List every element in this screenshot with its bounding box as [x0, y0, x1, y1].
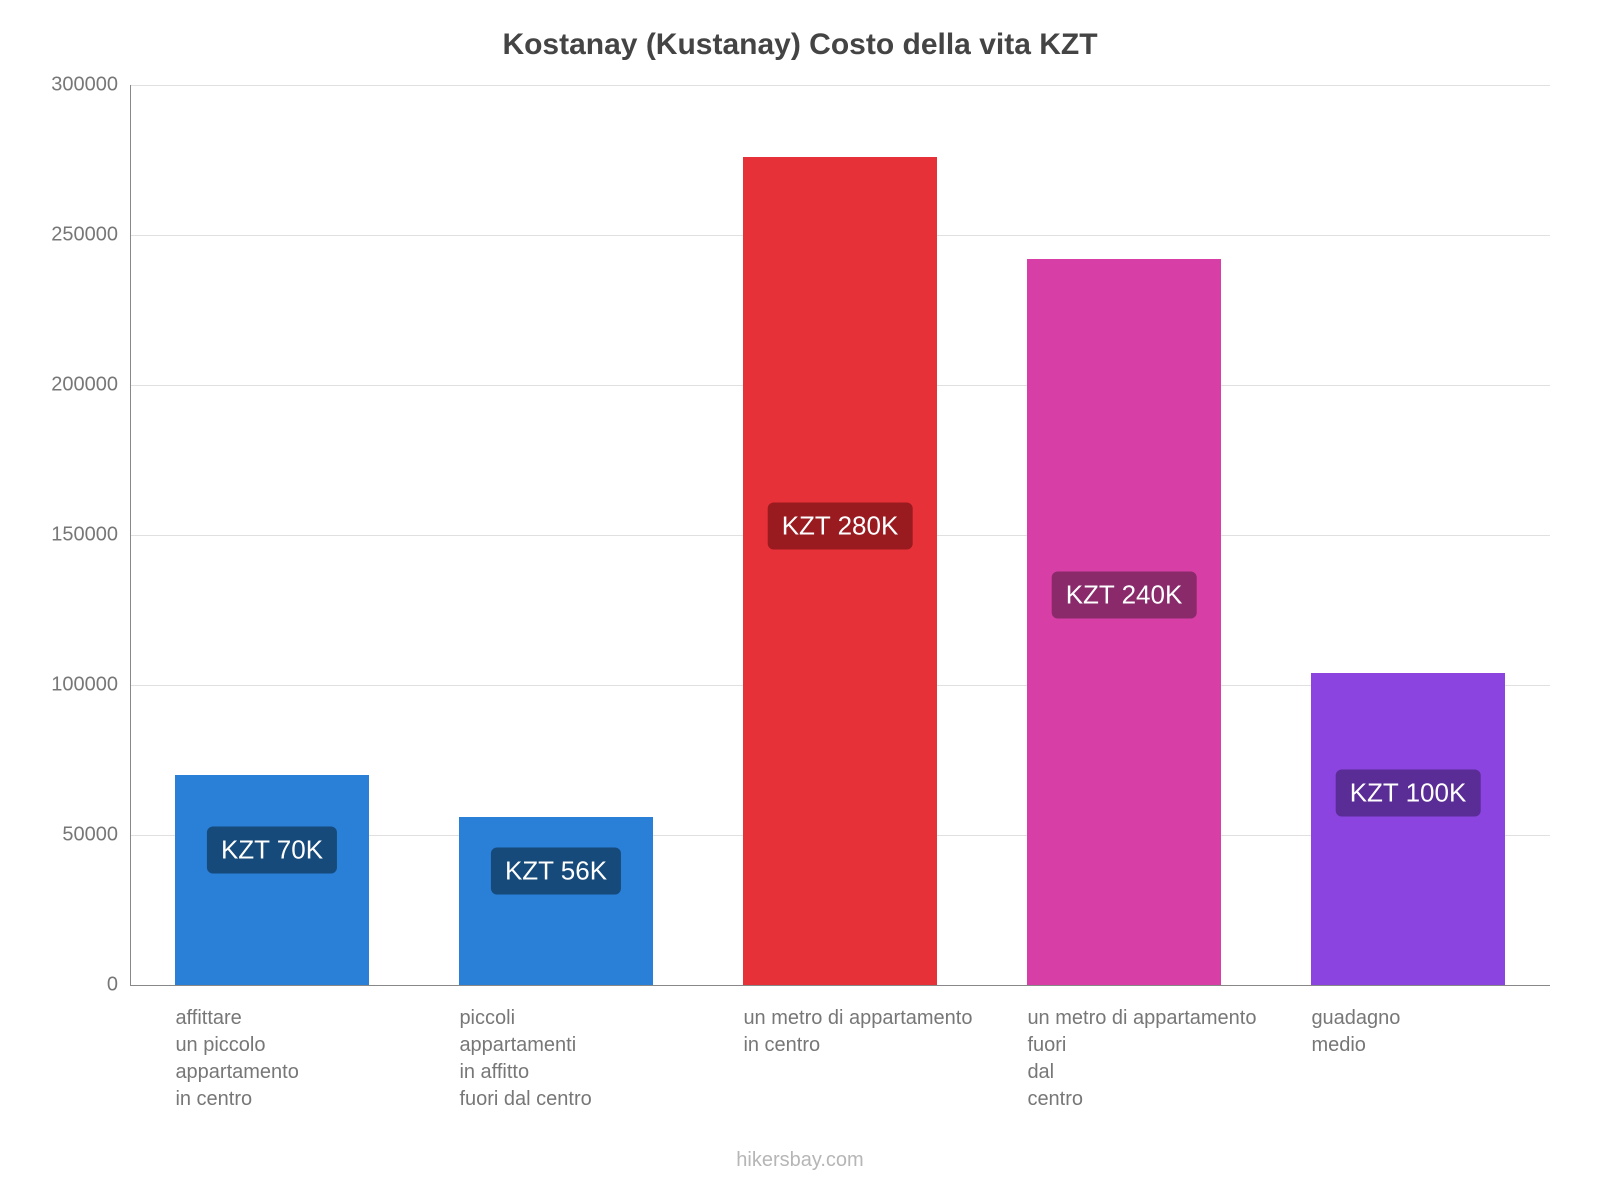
- value-badge-sqm-outside: KZT 240K: [1052, 572, 1197, 619]
- attribution-text: hikersbay.com: [0, 1149, 1600, 1172]
- chart-title: Kostanay (Kustanay) Costo della vita KZT: [0, 28, 1600, 62]
- value-badge-sqm-center: KZT 280K: [768, 503, 913, 550]
- ytick-label: 150000: [8, 524, 118, 547]
- xlabel-sqm-outside: un metro di appartamento fuori dal centr…: [1027, 985, 1311, 1113]
- xlabel-rent-small-center: affittare un piccolo appartamento in cen…: [175, 985, 459, 1113]
- plot-area: 050000100000150000200000250000300000KZT …: [130, 85, 1550, 985]
- xlabel-sqm-center: un metro di appartamento in centro: [743, 985, 1027, 1059]
- value-badge-avg-salary: KZT 100K: [1336, 770, 1481, 817]
- ytick-label: 200000: [8, 374, 118, 397]
- bar-avg-salary: [1311, 673, 1504, 985]
- ytick-label: 300000: [8, 74, 118, 97]
- bar-rent-small-outside: [459, 817, 652, 985]
- bar-rent-small-center: [175, 775, 368, 985]
- ytick-label: 50000: [8, 824, 118, 847]
- ytick-label: 0: [8, 974, 118, 997]
- value-badge-rent-small-outside: KZT 56K: [491, 848, 621, 895]
- value-badge-rent-small-center: KZT 70K: [207, 827, 337, 874]
- bar-sqm-outside: [1027, 259, 1220, 985]
- xlabel-rent-small-outside: piccoli appartamenti in affitto fuori da…: [459, 985, 743, 1113]
- gridline: [130, 85, 1550, 86]
- bar-sqm-center: [743, 157, 936, 985]
- ytick-label: 100000: [8, 674, 118, 697]
- y-axis: [130, 85, 131, 985]
- ytick-label: 250000: [8, 224, 118, 247]
- xlabel-avg-salary: guadagno medio: [1311, 985, 1595, 1059]
- chart-container: Kostanay (Kustanay) Costo della vita KZT…: [0, 0, 1600, 1200]
